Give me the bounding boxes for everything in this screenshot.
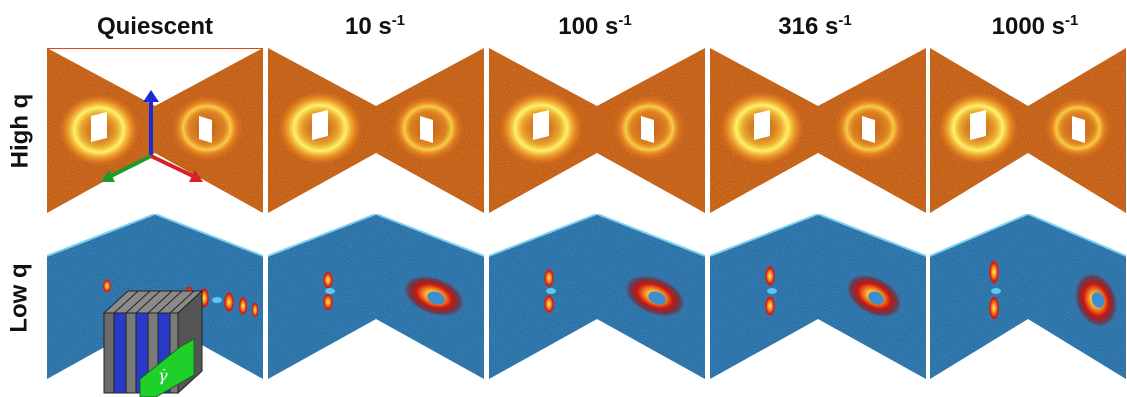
column-title-10: 10 s-1: [344, 12, 406, 40]
high-q-pattern-100: [489, 48, 705, 213]
high-q-pattern-1000: [930, 48, 1126, 213]
column-title-1000: 1000 s-1: [991, 12, 1079, 40]
high-q-pattern-quiescent: [47, 48, 263, 213]
column-title-100: 100 s-1: [558, 12, 632, 40]
low-q-pattern-10: [268, 214, 484, 379]
shear-rate-symbol: γ̇: [158, 366, 168, 385]
column-title-quiescent: Quiescent: [96, 13, 214, 40]
axes-arrows-icon: [101, 90, 203, 182]
high-q-pattern-10: [268, 48, 484, 213]
high-q-pattern-316: [710, 48, 926, 213]
row-label-low-q: Low q: [6, 262, 34, 333]
column-title-316: 316 s-1: [778, 12, 852, 40]
low-q-pattern-316: [710, 214, 926, 379]
row-label-high-q: High q: [6, 93, 33, 168]
lamellar-stack-icon: γ̇: [102, 289, 204, 397]
low-q-pattern-1000: [930, 214, 1126, 379]
low-q-pattern-100: [489, 214, 705, 379]
